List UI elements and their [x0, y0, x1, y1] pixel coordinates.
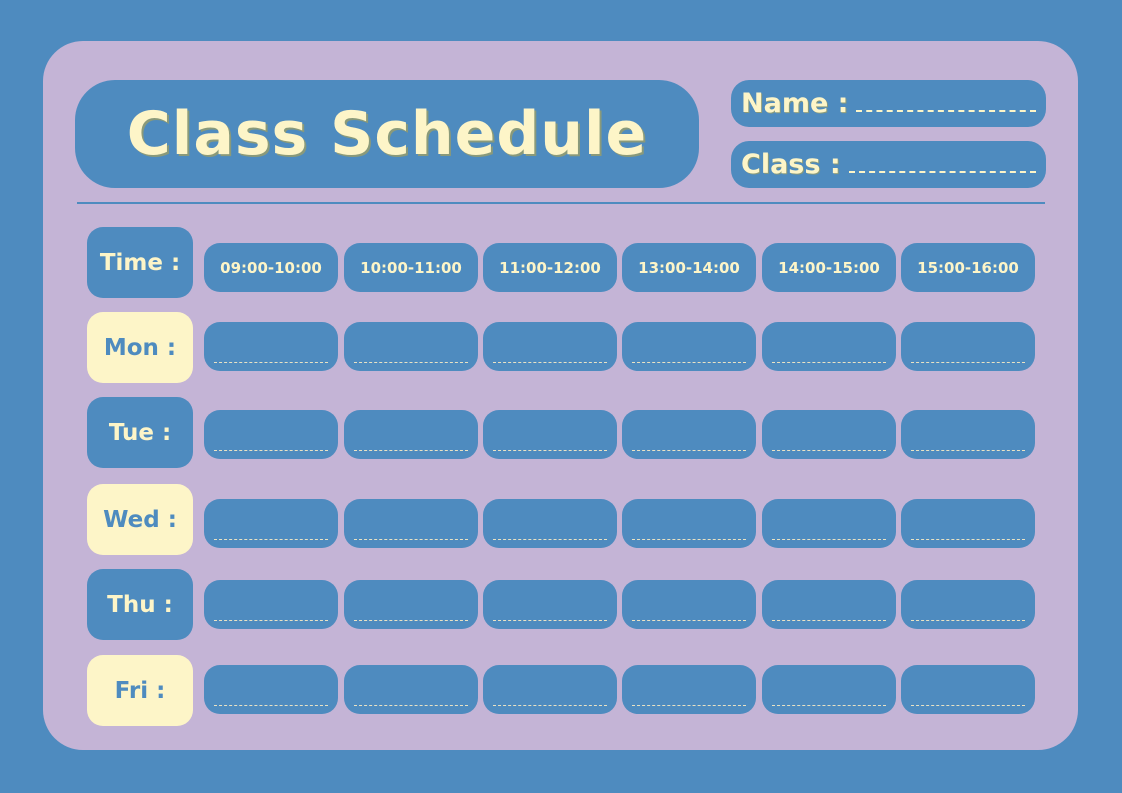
cell-write-line [632, 539, 746, 540]
day-label-wed: Wed : [87, 484, 193, 555]
schedule-cell[interactable] [762, 580, 896, 629]
cell-write-line [772, 362, 886, 363]
cell-write-line [772, 705, 886, 706]
cell-write-line [354, 705, 468, 706]
cell-write-line [214, 620, 328, 621]
class-label: Class : [741, 149, 841, 180]
schedule-cell[interactable] [622, 410, 756, 459]
time-slot-header: 14:00-15:00 [762, 243, 896, 292]
schedule-cell[interactable] [483, 499, 617, 548]
schedule-cell[interactable] [901, 580, 1035, 629]
schedule-cell[interactable] [483, 410, 617, 459]
cell-write-line [911, 705, 1025, 706]
cell-write-line [493, 539, 607, 540]
schedule-cell[interactable] [622, 322, 756, 371]
time-slot-header: 11:00-12:00 [483, 243, 617, 292]
cell-write-line [632, 705, 746, 706]
cell-write-line [214, 362, 328, 363]
schedule-cell[interactable] [901, 322, 1035, 371]
schedule-cell[interactable] [204, 410, 338, 459]
day-label-fri: Fri : [87, 655, 193, 726]
schedule-cell[interactable] [622, 665, 756, 714]
cell-write-line [911, 539, 1025, 540]
schedule-cell[interactable] [762, 410, 896, 459]
schedule-cell[interactable] [483, 322, 617, 371]
name-field[interactable]: Name : [731, 80, 1046, 127]
schedule-cell[interactable] [901, 499, 1035, 548]
title-banner: Class Schedule [75, 80, 699, 188]
day-label-mon: Mon : [87, 312, 193, 383]
time-slot-text: 13:00-14:00 [638, 258, 740, 277]
time-slot-text: 14:00-15:00 [778, 258, 880, 277]
time-label: Time : [87, 227, 193, 298]
cell-write-line [493, 705, 607, 706]
schedule-cell[interactable] [204, 322, 338, 371]
cell-write-line [354, 620, 468, 621]
cell-write-line [772, 450, 886, 451]
schedule-cell[interactable] [344, 322, 478, 371]
time-slot-text: 15:00-16:00 [917, 258, 1019, 277]
cell-write-line [772, 620, 886, 621]
schedule-cell[interactable] [901, 665, 1035, 714]
page-title: Class Schedule [126, 99, 648, 169]
schedule-cell[interactable] [622, 499, 756, 548]
name-label: Name : [741, 88, 849, 119]
divider [77, 202, 1045, 204]
day-label-thu: Thu : [87, 569, 193, 640]
schedule-cell[interactable] [204, 665, 338, 714]
schedule-cell[interactable] [344, 410, 478, 459]
cell-write-line [632, 620, 746, 621]
cell-write-line [493, 362, 607, 363]
schedule-cell[interactable] [344, 499, 478, 548]
schedule-cell[interactable] [483, 665, 617, 714]
cell-write-line [911, 620, 1025, 621]
class-input-line[interactable] [848, 170, 1036, 173]
schedule-cell[interactable] [762, 665, 896, 714]
class-field[interactable]: Class : [731, 141, 1046, 188]
time-slot-header: 10:00-11:00 [344, 243, 478, 292]
time-slot-header: 15:00-16:00 [901, 243, 1035, 292]
time-slot-header: 09:00-10:00 [204, 243, 338, 292]
cell-write-line [911, 362, 1025, 363]
time-slot-text: 10:00-11:00 [360, 258, 462, 277]
time-slot-header: 13:00-14:00 [622, 243, 756, 292]
schedule-cell[interactable] [762, 322, 896, 371]
schedule-cell[interactable] [483, 580, 617, 629]
cell-write-line [632, 362, 746, 363]
cell-write-line [493, 620, 607, 621]
schedule-cell[interactable] [204, 499, 338, 548]
cell-write-line [214, 705, 328, 706]
schedule-cell[interactable] [622, 580, 756, 629]
cell-write-line [214, 539, 328, 540]
time-slot-text: 09:00-10:00 [220, 258, 322, 277]
cell-write-line [354, 362, 468, 363]
cell-write-line [772, 539, 886, 540]
schedule-cell[interactable] [344, 665, 478, 714]
time-slot-text: 11:00-12:00 [499, 258, 601, 277]
cell-write-line [493, 450, 607, 451]
cell-write-line [911, 450, 1025, 451]
schedule-cell[interactable] [204, 580, 338, 629]
schedule-cell[interactable] [901, 410, 1035, 459]
cell-write-line [354, 539, 468, 540]
cell-write-line [354, 450, 468, 451]
cell-write-line [214, 450, 328, 451]
schedule-cell[interactable] [762, 499, 896, 548]
name-input-line[interactable] [856, 109, 1036, 112]
schedule-cell[interactable] [344, 580, 478, 629]
cell-write-line [632, 450, 746, 451]
day-label-tue: Tue : [87, 397, 193, 468]
